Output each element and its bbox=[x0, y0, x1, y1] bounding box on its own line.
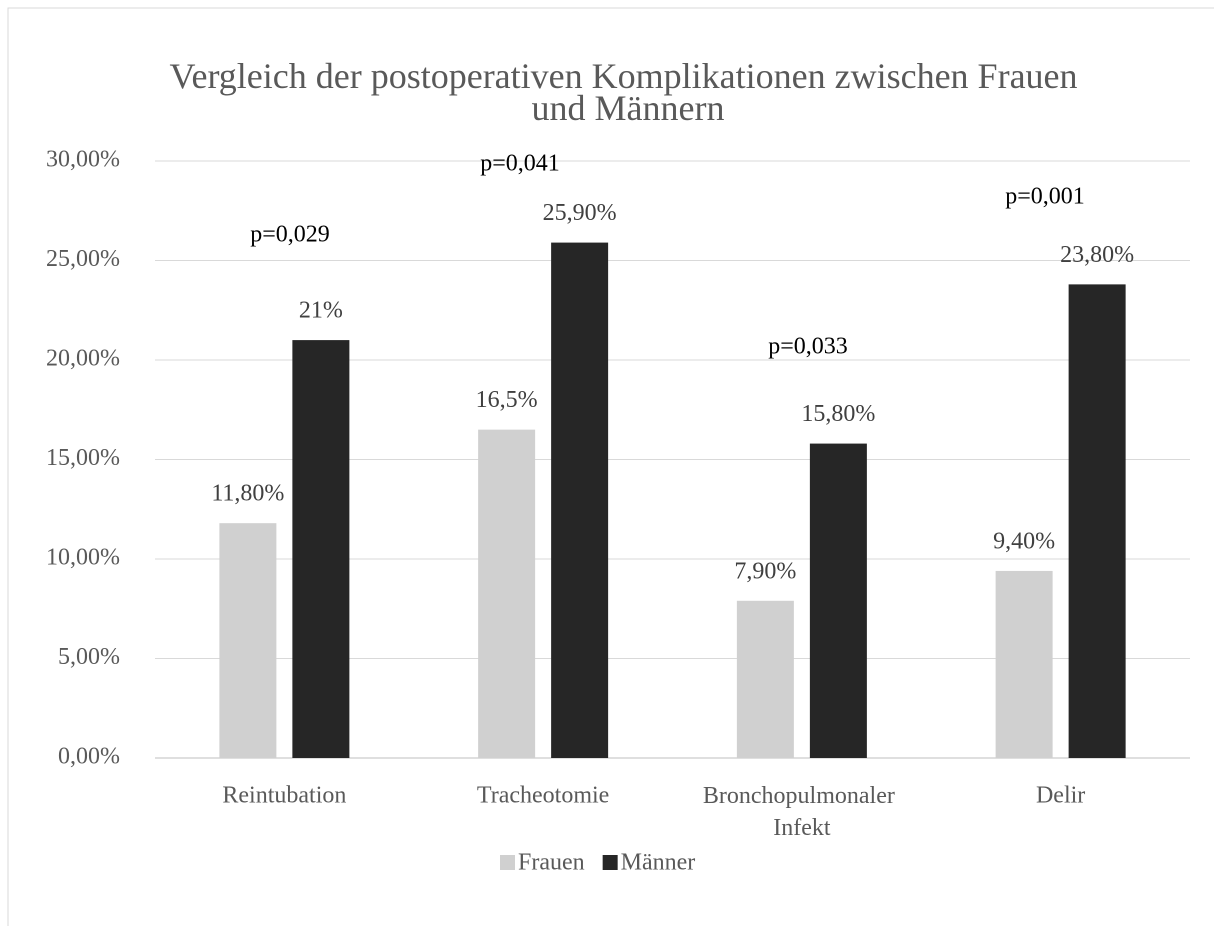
annotation: p=0,041 bbox=[480, 151, 560, 177]
data-label: 15,80% bbox=[801, 401, 875, 427]
data-label: 21% bbox=[299, 298, 343, 324]
legend-swatch bbox=[500, 855, 515, 870]
bar bbox=[1068, 284, 1126, 758]
x-tick-label: Tracheotomie bbox=[477, 783, 609, 809]
bar bbox=[736, 600, 794, 758]
data-label: 25,90% bbox=[543, 200, 617, 226]
y-tick-label: 20,00% bbox=[46, 346, 120, 372]
bar bbox=[219, 523, 277, 758]
data-label: 23,80% bbox=[1060, 242, 1134, 268]
y-tick-label: 10,00% bbox=[46, 545, 120, 571]
annotation: p=0,029 bbox=[250, 222, 330, 248]
data-label: 11,80% bbox=[211, 481, 284, 507]
y-tick-label: 15,00% bbox=[46, 445, 120, 471]
y-tick-label: 5,00% bbox=[58, 644, 120, 670]
legend-label: Frauen bbox=[518, 850, 585, 876]
chart-title: Vergleich der postoperativen Komplikatio… bbox=[169, 56, 1086, 128]
x-tick-label: Delir bbox=[1036, 783, 1085, 809]
data-label: 16,5% bbox=[476, 387, 538, 413]
bar bbox=[551, 242, 609, 759]
y-tick-label: 25,00% bbox=[46, 246, 120, 272]
annotation: p=0,033 bbox=[768, 334, 848, 360]
legend-label: Männer bbox=[621, 850, 696, 876]
y-tick-label: 0,00% bbox=[58, 744, 120, 770]
x-tick-label: Reintubation bbox=[222, 783, 346, 809]
bar bbox=[995, 570, 1053, 758]
annotation: p=0,001 bbox=[1005, 184, 1085, 210]
x-tick-label: Bronchopulmonaler Infekt bbox=[703, 783, 901, 841]
data-label: 7,90% bbox=[734, 558, 796, 584]
legend-swatch bbox=[602, 855, 618, 870]
bar bbox=[809, 443, 867, 758]
y-tick-label: 30,00% bbox=[46, 147, 120, 173]
data-label: 9,40% bbox=[993, 528, 1055, 554]
bar bbox=[292, 340, 350, 758]
bar bbox=[478, 429, 536, 758]
chart-frame bbox=[7, 7, 1214, 926]
